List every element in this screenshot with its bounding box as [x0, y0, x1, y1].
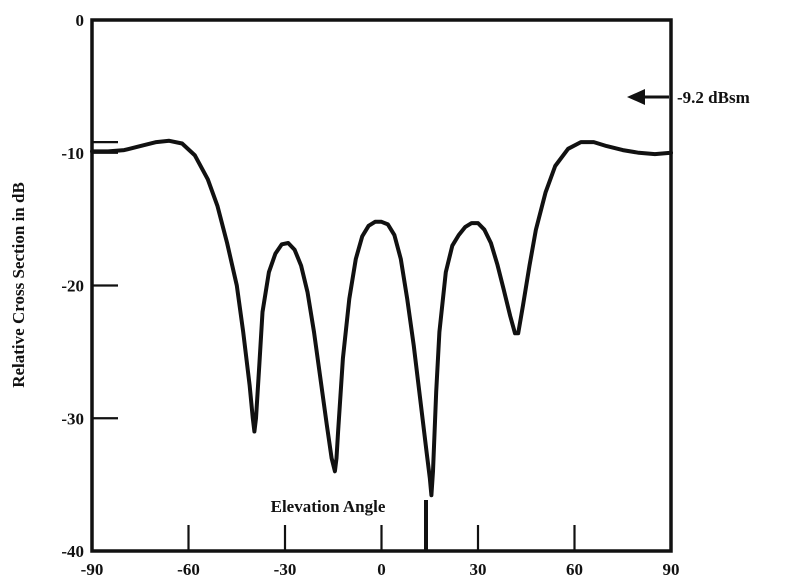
y-axis-label: Relative Cross Section in dB	[9, 182, 28, 388]
series-line	[90, 138, 673, 498]
x-axis-label: Elevation Angle	[271, 497, 386, 516]
x-tick-label: 90	[663, 560, 680, 579]
reference-arrow: -9.2 dBsm	[627, 88, 750, 107]
x-tick-label: -30	[274, 560, 297, 579]
plot-frame	[90, 18, 673, 553]
x-tick-label: 30	[470, 560, 487, 579]
reference-annotation: -9.2 dBsm	[677, 88, 750, 107]
x-tick-label: -90	[81, 560, 104, 579]
y-tick-label: 0	[76, 11, 85, 30]
y-tick-label: -40	[61, 542, 84, 561]
x-tick-label: -60	[177, 560, 200, 579]
y-tick-label: -30	[61, 409, 84, 428]
arrow-head-icon	[627, 89, 645, 105]
x-tick-label: 60	[566, 560, 583, 579]
y-tick-label: -10	[61, 144, 84, 163]
y-tick-label: -20	[61, 277, 84, 296]
x-axis-ticks: -90 -60 -30 0 30 60 90	[81, 525, 680, 579]
y-axis-ticks: 0 -10 -20 -30 -40	[61, 11, 118, 561]
x-tick-label: 0	[377, 560, 386, 579]
